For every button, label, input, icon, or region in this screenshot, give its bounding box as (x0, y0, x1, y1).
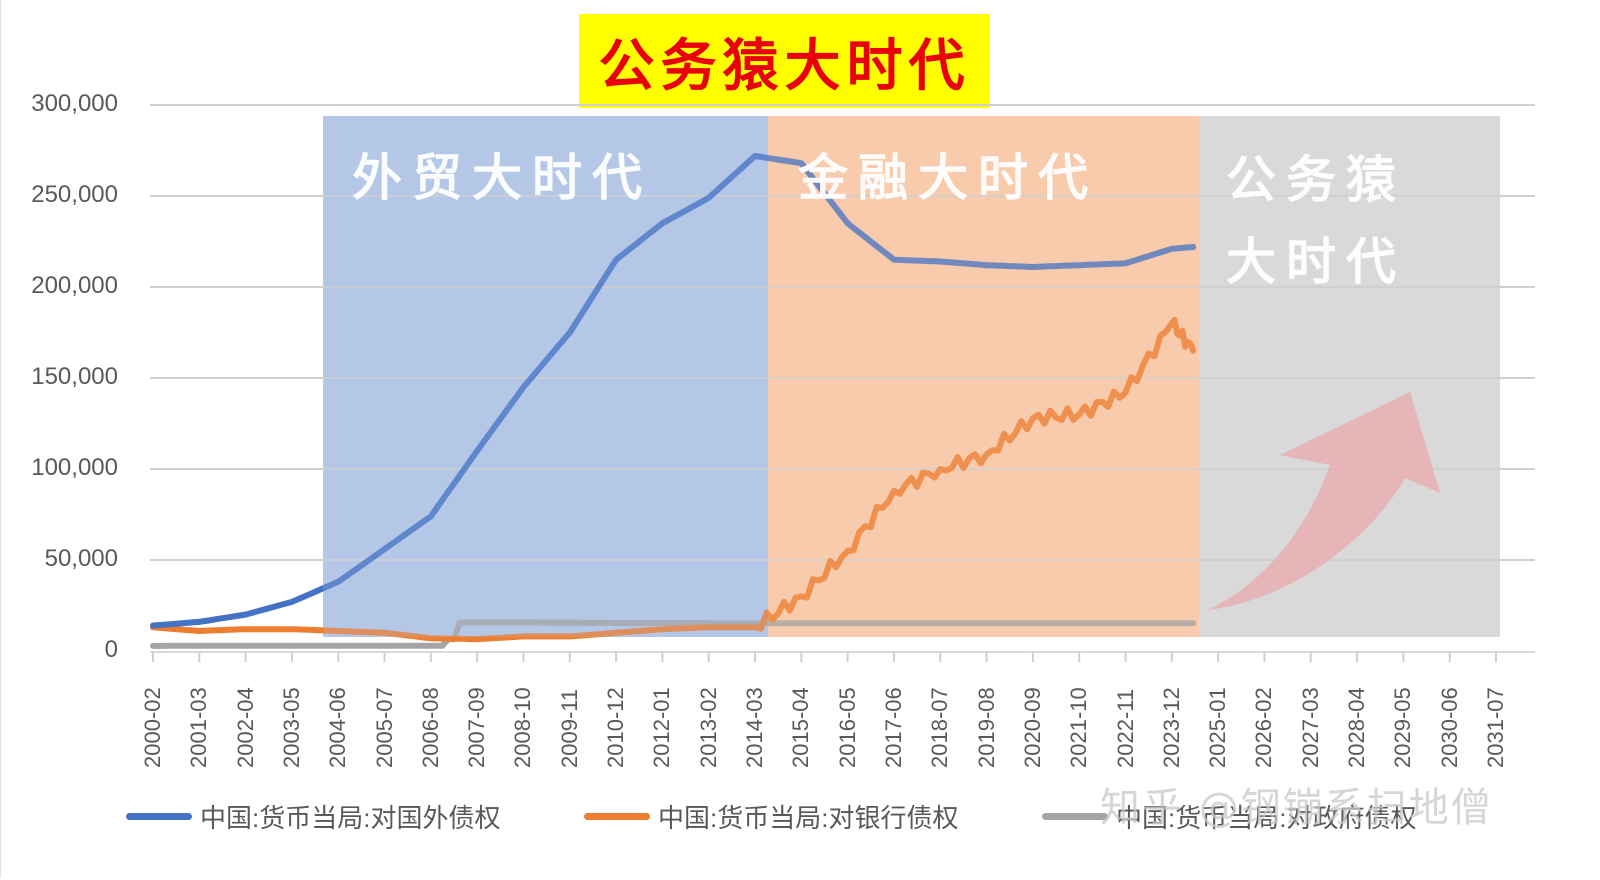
y-tick-label: 0 (104, 636, 118, 663)
y-tick-label: 50,000 (44, 545, 118, 572)
x-tick-label: 2007-09 (464, 687, 490, 768)
y-tick-label: 150,000 (31, 363, 118, 390)
x-tick-label: 2030-06 (1436, 687, 1462, 768)
x-tick-label: 2005-07 (371, 687, 397, 768)
legend-swatch-blue (126, 813, 192, 820)
x-tick-label: 2027-03 (1297, 687, 1323, 768)
x-tick-label: 2023-12 (1158, 687, 1184, 768)
series-lines (150, 116, 1199, 649)
y-tick-label: 200,000 (31, 272, 118, 299)
x-tick-label: 2019-08 (973, 687, 999, 768)
band-overlay (768, 116, 1199, 637)
x-tick-label: 2006-08 (417, 687, 443, 768)
x-tick-label: 2000-02 (140, 687, 165, 768)
x-axis-ticks (152, 652, 1497, 662)
x-tick-label: 2013-02 (695, 687, 721, 768)
y-tick-label: 300,000 (31, 90, 118, 117)
band-civil-servant-era (1199, 116, 1500, 637)
x-tick-label: 2017-06 (880, 687, 906, 768)
x-tick-label: 2014-03 (742, 687, 768, 768)
band-label-civil-line1: 公务猿 (1226, 150, 1406, 209)
legend-item-foreign-claims[interactable]: 中国:货币当局:对国外债权 (126, 798, 500, 835)
y-tick-label: 100,000 (31, 454, 118, 481)
line-bank-claims (150, 316, 1197, 643)
x-tick-label: 2016-05 (834, 687, 860, 768)
x-tick-label: 2022-11 (1112, 688, 1138, 768)
y-tick-label: 250,000 (31, 181, 118, 208)
line-foreign-claims (150, 153, 1197, 629)
x-tick-label: 2003-05 (278, 687, 304, 768)
legend: 中国:货币当局:对国外债权 中国:货币当局:对银行债权 中国:货币当局:对政府债… (0, 798, 1600, 838)
x-tick-label: 2001-03 (186, 687, 212, 768)
band-overlay (323, 116, 768, 637)
x-tick-label: 2015-04 (788, 687, 814, 768)
x-tick-label: 2021-10 (1066, 687, 1092, 768)
x-tick-label: 2004-06 (325, 687, 351, 768)
x-tick-label: 2012-01 (649, 687, 675, 768)
x-tick-label: 2026-02 (1251, 687, 1277, 768)
x-tick-label: 2002-04 (232, 687, 258, 768)
band-label-trade: 外贸大时代 (352, 148, 652, 207)
legend-item-government-claims[interactable]: 中国:货币当局:对政府债权 (1042, 798, 1416, 835)
chart-title-box: 公务猿大时代 (579, 14, 990, 108)
chart-title: 公务猿大时代 (598, 32, 971, 99)
legend-label: 中国:货币当局:对政府债权 (1116, 803, 1417, 833)
band-label-finance: 金融大时代 (798, 148, 1098, 207)
x-tick-label: 2025-01 (1205, 687, 1231, 768)
line-government-claims (150, 619, 1197, 649)
x-tick-label: 2031-07 (1483, 687, 1508, 768)
legend-swatch-gray (1042, 813, 1108, 820)
band-finance-era (768, 116, 1199, 637)
legend-label: 中国:货币当局:对国外债权 (200, 803, 501, 833)
legend-swatch-orange (584, 813, 650, 820)
watermark: 知乎 @钢镚系扫地僧 (1100, 785, 1493, 831)
legend-item-bank-claims[interactable]: 中国:货币当局:对银行债权 (584, 798, 958, 835)
x-tick-label: 2020-09 (1019, 687, 1045, 768)
x-tick-label: 2028-04 (1344, 687, 1370, 768)
upward-arrow-icon (1208, 392, 1440, 610)
legend-label: 中国:货币当局:对银行债权 (658, 803, 959, 833)
x-tick-label: 2029-05 (1390, 687, 1416, 768)
x-tick-label: 2010-12 (603, 687, 629, 768)
band-label-civil-line2: 大时代 (1226, 232, 1406, 291)
x-tick-label: 2018-07 (927, 687, 953, 768)
x-tick-label: 2009-11 (556, 688, 582, 768)
x-tick-label: 2008-10 (510, 687, 536, 768)
